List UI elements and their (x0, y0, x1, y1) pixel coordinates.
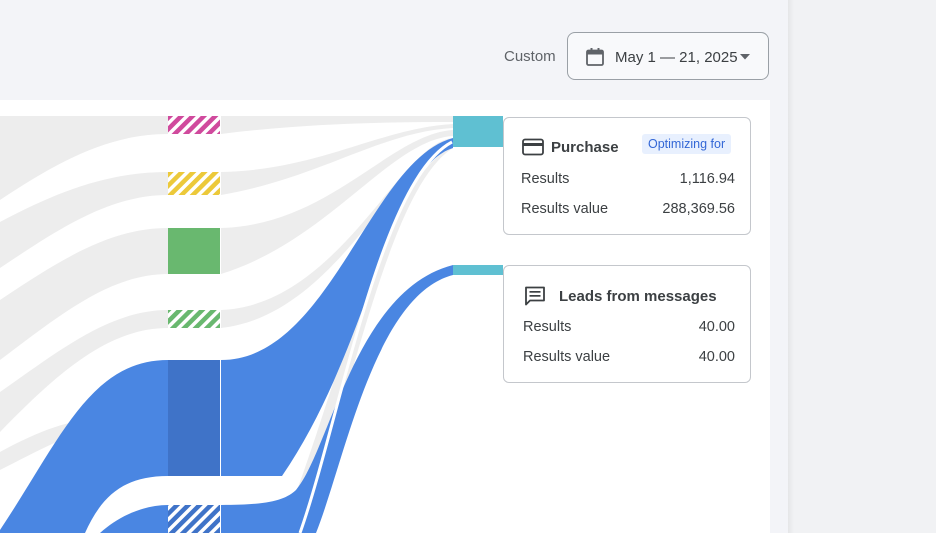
results-value-amount: 288,369.56 (662, 201, 735, 217)
result-card-leads[interactable]: Leads from messages Results 40.00 Result… (503, 265, 751, 383)
results-value-label: Results value (523, 349, 611, 365)
node-purchase (453, 116, 503, 147)
date-range-value: May 1 — 21, 2025 (615, 49, 738, 66)
calendar-icon (586, 48, 604, 66)
right-gutter (788, 0, 936, 533)
results-value: 40.00 (698, 319, 735, 335)
node-yellow-hatched (168, 172, 220, 195)
result-card-purchase[interactable]: Purchase Optimizing for Results 1,116.94… (503, 117, 751, 235)
message-icon (525, 286, 545, 306)
node-dark-blue (168, 360, 220, 476)
range-type-label: Custom (504, 48, 556, 65)
optimizing-badge: Optimizing for (642, 134, 732, 154)
node-green (168, 228, 220, 274)
chevron-down-icon (740, 54, 750, 60)
results-value: 1,116.94 (679, 171, 735, 187)
results-value-amount: 40.00 (698, 349, 735, 365)
result-name: Purchase (551, 139, 619, 156)
results-label: Results (521, 171, 570, 187)
node-blue-hatched (168, 505, 220, 533)
date-range-picker[interactable]: May 1 — 21, 2025 (567, 32, 769, 80)
node-pink-hatched (168, 116, 220, 134)
result-name: Leads from messages (559, 288, 717, 305)
results-label: Results (523, 319, 572, 335)
credit-card-icon (522, 138, 544, 156)
node-green-hatched (168, 310, 220, 328)
sankey-diagram (0, 116, 503, 533)
grey-flows-left (0, 116, 168, 470)
results-value-label: Results value (521, 201, 609, 217)
node-leads (453, 265, 503, 275)
